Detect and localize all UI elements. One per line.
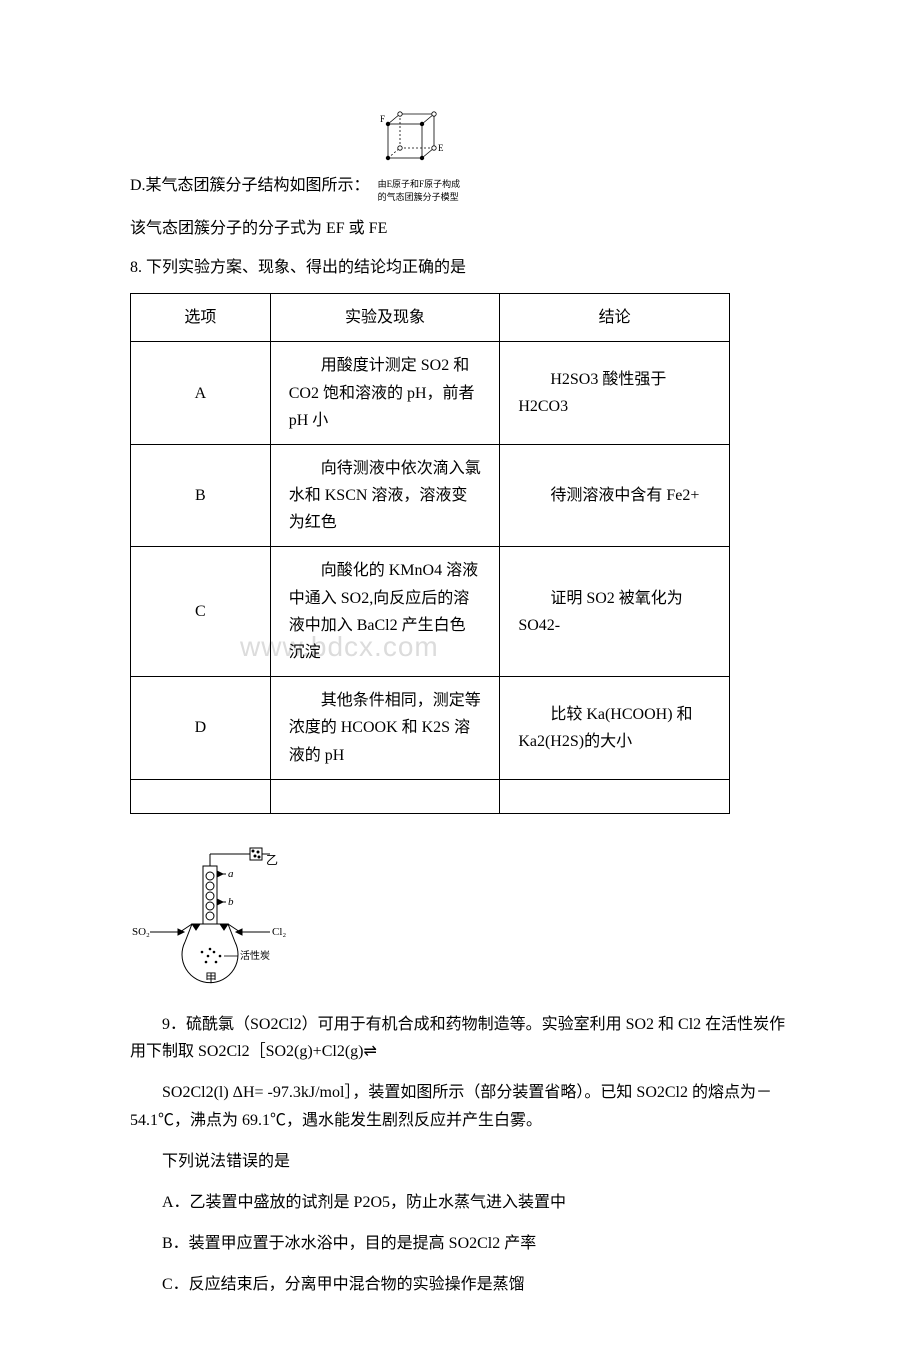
cube-diagram: F E 由E原子和F原子构成 的气态团簇分子模型 [378,110,461,203]
table-cell-opt: A [131,342,271,445]
table-cell-phen: 向酸化的 KMnO4 溶液中通入 SO2,向反应后的溶液中加入 BaCl2 产生… [270,547,500,677]
table-row: B 向待测液中依次滴入氯水和 KSCN 溶液，溶液变为红色 待测溶液中含有 Fe… [131,444,730,547]
table-row: A 用酸度计测定 SO2 和 CO2 饱和溶液的 pH，前者 pH 小 H2SO… [131,342,730,445]
question-8-stem: 8. 下列实验方案、现象、得出的结论均正确的是 [130,254,790,281]
table-cell-conc: 待测溶液中含有 Fe2+ [500,444,730,547]
q9-p3: 下列说法错误的是 [130,1148,790,1175]
question-d-text: D.某气态团簇分子结构如图所示： [130,172,370,203]
q9-option-c: C．反应结束后，分离甲中混合物的实验操作是蒸馏 [130,1271,790,1298]
q9-p2: SO2Cl2(l) ΔH= -97.3kJ/mol］，装置如图所示（部分装置省略… [130,1079,790,1133]
label-a: a [228,868,234,880]
cube-label-e: E [438,143,444,153]
q9-option-b: B．装置甲应置于冰水浴中，目的是提高 SO2Cl2 产率 [130,1230,790,1257]
table-cell-phen: 向待测液中依次滴入氯水和 KSCN 溶液，溶液变为红色 [270,444,500,547]
label-carbon: 活性炭 [240,949,270,962]
q9-option-a: A．乙装置中盛放的试剂是 P2O5，防止水蒸气进入装置中 [130,1189,790,1216]
cube-caption-2: 的气态团簇分子模型 [378,192,461,203]
table-cell-conc: 比较 Ka(HCOOH) 和 Ka2(H2S)的大小 [500,677,730,780]
label-yi: 乙 [266,853,278,867]
table-row: D 其他条件相同，测定等浓度的 HCOOK 和 K2S 溶液的 pH 比较 Ka… [131,677,730,780]
table-cell-conc: H2SO3 酸性强于 H2CO3 [500,342,730,445]
label-cl2: Cl₂ [272,926,286,938]
question-d-formula: 该气态团簇分子的分子式为 EF 或 FE [130,215,790,242]
table-header-phenomenon: 实验及现象 [270,294,500,342]
apparatus-diagram: SO₂ Cl₂ a b 乙 甲 活性炭 [130,834,790,993]
table-cell-opt: C [131,547,271,677]
table-row: C 向酸化的 KMnO4 溶液中通入 SO2,向反应后的溶液中加入 BaCl2 … [131,547,730,677]
table-header-conclusion: 结论 [500,294,730,342]
label-so2: SO₂ [132,926,150,938]
table-cell-phen: 用酸度计测定 SO2 和 CO2 饱和溶液的 pH，前者 pH 小 [270,342,500,445]
table-row-empty [131,779,730,813]
cube-label-f: F [380,114,385,124]
label-b: b [228,896,234,908]
label-jia: 甲 [205,971,217,984]
cube-caption-1: 由E原子和F原子构成 [378,179,461,190]
table-cell-phen: 其他条件相同，测定等浓度的 HCOOK 和 K2S 溶液的 pH [270,677,500,780]
table-cell-opt: D [131,677,271,780]
q9-p1: 9．硫酰氯（SO2Cl2）可用于有机合成和药物制造等。实验室利用 SO2 和 C… [130,1011,790,1065]
table-header-option: 选项 [131,294,271,342]
table-cell-conc: 证明 SO2 被氧化为 SO42- [500,547,730,677]
table-cell-opt: B [131,444,271,547]
experiment-table: 选项 实验及现象 结论 A 用酸度计测定 SO2 和 CO2 饱和溶液的 pH，… [130,293,730,814]
question-9-block: 9．硫酰氯（SO2Cl2）可用于有机合成和药物制造等。实验室利用 SO2 和 C… [130,1011,790,1299]
question-d-line: D.某气态团簇分子结构如图所示： [130,110,790,203]
